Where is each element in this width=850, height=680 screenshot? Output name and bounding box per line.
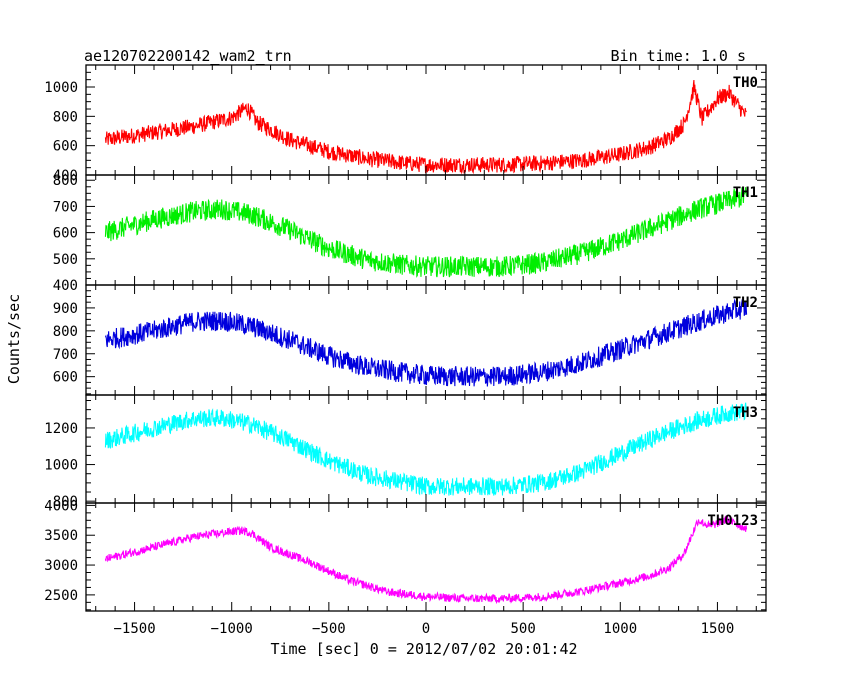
y-tick-label: 700 xyxy=(53,347,78,363)
panel-label-th1: TH1 xyxy=(733,185,758,201)
series-line-th0123 xyxy=(104,515,748,605)
y-tick-label: 600 xyxy=(53,370,78,386)
y-axis-label: Counts/sec xyxy=(5,294,23,384)
x-tick-label: −1500 xyxy=(113,621,155,637)
chart-title: ae120702200142_wam2_trn xyxy=(84,47,292,65)
y-tick-label: 4000 xyxy=(44,498,78,514)
y-tick-label: 600 xyxy=(53,139,78,155)
panel-frame-th0 xyxy=(85,64,767,176)
y-tick-label: 2500 xyxy=(44,588,78,604)
chart-panels: 400 600 800 1000 TH0 400 500 600 700 800 TH1 600 700… xyxy=(44,64,767,637)
panel-label-th0123: TH0123 xyxy=(707,513,758,529)
x-tick-label: 1500 xyxy=(701,621,735,637)
y-tick-label: 1000 xyxy=(44,458,78,474)
bin-time-label: Bin time: 1.0 s xyxy=(611,47,746,65)
y-tick-label: 3500 xyxy=(44,528,78,544)
y-tick-label: 500 xyxy=(53,252,78,268)
series-line-th3 xyxy=(104,402,748,496)
panel-label-th2: TH2 xyxy=(733,295,758,311)
x-axis-label: Time [sec] 0 = 2012/07/02 20:01:42 xyxy=(270,640,577,658)
panel-label-th3: TH3 xyxy=(733,405,758,421)
y-tick-label: 400 xyxy=(53,168,78,184)
y-tick-label: 800 xyxy=(53,173,78,189)
y-tick-label: 800 xyxy=(53,494,78,510)
y-tick-label: 700 xyxy=(53,199,78,215)
x-tick-label: −1000 xyxy=(211,621,253,637)
y-tick-label: 1000 xyxy=(44,80,78,96)
y-tick-label: 800 xyxy=(53,109,78,125)
y-tick-label: 3000 xyxy=(44,558,78,574)
panel-label-th0: TH0 xyxy=(733,75,758,91)
series-line-th1 xyxy=(104,187,748,278)
panel-frame-th0123 xyxy=(85,502,767,612)
series-line-th2 xyxy=(104,298,748,387)
y-tick-label: 400 xyxy=(53,278,78,294)
x-tick-label: 1000 xyxy=(603,621,637,637)
x-tick-label: −500 xyxy=(312,621,346,637)
x-tick-label: 500 xyxy=(510,621,535,637)
y-tick-label: 600 xyxy=(53,226,78,242)
series-line-th0 xyxy=(104,79,747,175)
y-tick-label: 900 xyxy=(53,301,78,317)
y-tick-label: 1200 xyxy=(44,421,78,437)
y-tick-label: 800 xyxy=(53,324,78,340)
x-tick-label: 0 xyxy=(422,621,430,637)
